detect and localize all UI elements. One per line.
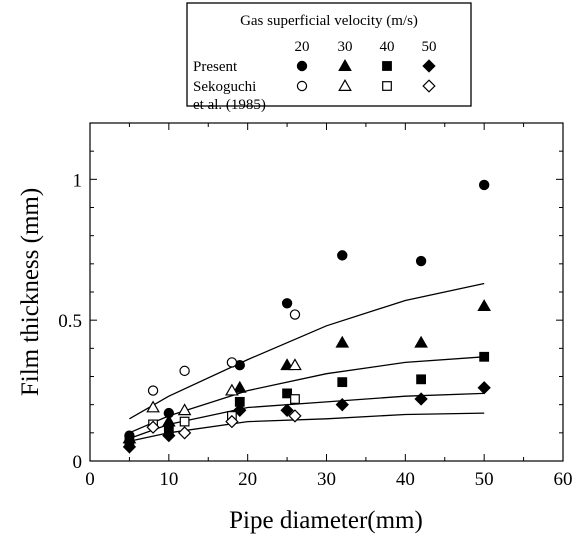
sekoguchi-triangle-point bbox=[225, 383, 239, 396]
present-diamond-point bbox=[162, 429, 176, 443]
present-square-point bbox=[479, 351, 490, 362]
sekoguchi-diamond-point bbox=[288, 409, 302, 423]
sekoguchi-diamond-point bbox=[225, 414, 239, 429]
present-diamond-point bbox=[335, 398, 349, 412]
present-square-point bbox=[282, 388, 292, 399]
sekoguchi-diamond-point bbox=[177, 426, 192, 440]
y-tick-label: 0 bbox=[73, 452, 83, 473]
present-diamond-point bbox=[122, 440, 137, 454]
present-diamond-point bbox=[414, 392, 428, 406]
fit-curve-50 bbox=[129, 412, 485, 442]
present-diamond-point bbox=[477, 381, 491, 395]
legend-velocity-label: 50 bbox=[422, 39, 437, 55]
legend-entries: 20 30 40 50 Present Sekoguchi et al. (1985) bbox=[193, 39, 437, 113]
legend: Gas superficial velocity (m/s) 20 30 40 50 P… bbox=[186, 2, 472, 113]
y-tick-label: 1 bbox=[73, 170, 83, 191]
legend-group-label: Present bbox=[193, 59, 238, 75]
sekoguchi-diamond-point bbox=[146, 420, 160, 434]
present-diamond-point bbox=[280, 403, 294, 417]
legend-square-marker bbox=[382, 81, 392, 91]
x-tick-label: 60 bbox=[554, 469, 573, 490]
legend-diamond-marker bbox=[422, 79, 436, 93]
data-points bbox=[122, 179, 492, 454]
x-axis-label: Pipe diameter(mm) bbox=[229, 507, 423, 534]
legend-triangle-marker bbox=[338, 58, 352, 71]
present-square-point bbox=[416, 374, 426, 385]
present-square-point bbox=[337, 377, 348, 388]
plot-area: 0 10 20 30 40 50 60 0 0.5 1 bbox=[58, 122, 573, 490]
y-axis-label: Film thickness (mm) bbox=[17, 188, 44, 396]
present-circle-point bbox=[281, 298, 293, 309]
present-circle-point bbox=[478, 179, 490, 191]
sekoguchi-triangle-point bbox=[177, 403, 192, 416]
x-tick-label: 40 bbox=[396, 469, 415, 490]
legend-triangle-marker bbox=[338, 78, 352, 91]
legend-velocity-label: 30 bbox=[338, 39, 353, 55]
legend-velocity-label: 40 bbox=[380, 39, 395, 55]
present-circle-point bbox=[337, 250, 348, 261]
x-tick-label: 0 bbox=[85, 469, 95, 490]
sekoguchi-circle-point bbox=[179, 365, 190, 377]
axis-ticks: 0 10 20 30 40 50 60 0 0.5 1 bbox=[58, 123, 573, 490]
x-tick-label: 10 bbox=[159, 469, 178, 490]
legend-circle-marker bbox=[296, 60, 308, 72]
x-tick-label: 30 bbox=[317, 469, 336, 490]
x-tick-label: 50 bbox=[475, 469, 494, 490]
x-tick-label: 20 bbox=[238, 469, 257, 490]
sekoguchi-square-point bbox=[290, 394, 300, 404]
legend-box bbox=[186, 2, 472, 107]
plot-frame bbox=[89, 122, 564, 462]
present-circle-point bbox=[415, 255, 427, 267]
sekoguchi-circle-point bbox=[226, 357, 238, 368]
legend-group-label: et al. (1985) bbox=[193, 97, 266, 113]
legend-circle-marker bbox=[296, 80, 308, 92]
y-tick-label: 0.5 bbox=[58, 311, 82, 332]
present-diamond-point bbox=[233, 403, 247, 417]
sekoguchi-circle-point bbox=[289, 309, 301, 320]
legend-square-marker bbox=[382, 61, 392, 71]
present-triangle-point bbox=[414, 335, 428, 348]
fit-curve-20 bbox=[129, 282, 485, 420]
legend-group-label: Sekoguchi bbox=[193, 79, 256, 95]
present-triangle-point bbox=[335, 335, 350, 348]
present-triangle-point bbox=[232, 380, 247, 393]
sekoguchi-triangle-point bbox=[146, 400, 160, 413]
sekoguchi-square-point bbox=[179, 416, 190, 427]
sekoguchi-triangle-point bbox=[288, 358, 302, 371]
legend-velocity-label: 20 bbox=[295, 39, 310, 55]
present-triangle-point bbox=[477, 299, 492, 312]
sekoguchi-circle-point bbox=[147, 385, 159, 396]
legend-title: Gas superficial velocity (m/s) bbox=[240, 13, 418, 29]
fit-curve-30 bbox=[129, 356, 485, 434]
legend-diamond-marker bbox=[422, 59, 436, 73]
